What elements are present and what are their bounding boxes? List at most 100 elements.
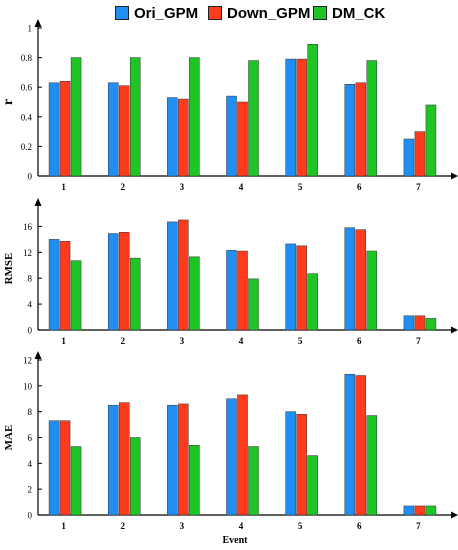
- x-tick-label: 4: [239, 336, 244, 346]
- x-tick-label: 7: [416, 521, 421, 531]
- x-tick-label: 5: [298, 521, 303, 531]
- legend-label-down-gpm: Down_GPM: [227, 4, 311, 22]
- y-tick-label: 4: [28, 459, 33, 469]
- legend-swatch-ori-gpm: [115, 6, 129, 20]
- legend-label-ori-gpm: Ori_GPM: [134, 4, 199, 22]
- bar-dm-ck-7: [425, 505, 437, 516]
- y-axis-arrow: [34, 351, 42, 359]
- bar-dm-ck-6: [366, 250, 378, 331]
- legend-label-dm-ck: DM_CK: [332, 4, 386, 22]
- y-axis-title: MAE: [3, 425, 15, 451]
- bar-dm-ck-3: [189, 445, 200, 516]
- x-tick-label: 5: [298, 336, 303, 346]
- legend-swatch-dm-ck: [313, 6, 327, 20]
- bar-ori-gpm-3: [167, 221, 178, 331]
- x-tick-label: 1: [61, 336, 66, 346]
- bar-down-gpm-2: [118, 85, 130, 177]
- bar-down-gpm-2: [118, 402, 130, 516]
- x-tick-label: 2: [120, 336, 125, 346]
- y-tick-label: 16: [23, 222, 33, 232]
- y-tick-label: 6: [28, 433, 33, 443]
- bar-ori-gpm-3: [167, 404, 178, 516]
- bar-dm-ck-4: [248, 446, 259, 516]
- legend: Ori_GPM Down_GPM DM_CK: [0, 2, 458, 24]
- legend-swatch-down-gpm: [208, 6, 222, 20]
- bar-dm-ck-2: [129, 257, 141, 331]
- bar-ori-gpm-3: [167, 97, 178, 177]
- y-tick-label: 0: [28, 326, 33, 336]
- x-tick-label: 2: [120, 182, 125, 192]
- y-tick-label: 4: [28, 300, 33, 310]
- y-tick-label: 0: [28, 511, 33, 521]
- y-axis-title: r: [1, 99, 16, 105]
- bar-ori-gpm-2: [107, 233, 119, 331]
- bar-down-gpm-6: [355, 229, 367, 331]
- bar-down-gpm-7: [414, 505, 426, 516]
- y-tick-label: 12: [23, 356, 32, 366]
- bar-down-gpm-5: [296, 245, 307, 331]
- bar-ori-gpm-7: [403, 138, 415, 177]
- bar-ori-gpm-4: [226, 398, 237, 516]
- y-axis-title: RMSE: [3, 253, 15, 285]
- bar-ori-gpm-2: [107, 82, 119, 177]
- bar-ori-gpm-1: [48, 420, 60, 516]
- x-tick-label: 7: [416, 336, 421, 346]
- x-tick-label: 5: [298, 182, 303, 192]
- x-tick-label: 4: [239, 521, 244, 531]
- x-tick-label: 7: [416, 182, 421, 192]
- x-tick-label: 3: [180, 521, 185, 531]
- bar-dm-ck-6: [366, 60, 378, 177]
- bar-dm-ck-5: [307, 44, 318, 177]
- bar-ori-gpm-7: [403, 315, 415, 331]
- y-tick-label: 10: [23, 381, 33, 391]
- bar-down-gpm-1: [59, 420, 71, 516]
- bar-down-gpm-1: [59, 241, 71, 331]
- bar-ori-gpm-4: [226, 95, 237, 177]
- legend-item-dm-ck: DM_CK: [313, 4, 385, 22]
- bar-dm-ck-1: [70, 446, 82, 516]
- bar-dm-ck-6: [366, 415, 378, 516]
- y-axis-arrow: [34, 19, 42, 27]
- bar-dm-ck-5: [307, 455, 318, 516]
- x-tick-label: 3: [180, 182, 185, 192]
- bar-ori-gpm-5: [285, 411, 296, 516]
- bar-dm-ck-1: [70, 57, 82, 177]
- x-tick-label: 6: [357, 336, 362, 346]
- x-tick-label: 1: [61, 521, 66, 531]
- bar-down-gpm-7: [414, 315, 426, 331]
- bar-ori-gpm-6: [344, 83, 356, 177]
- y-tick-label: 0.6: [21, 83, 33, 93]
- bar-down-gpm-1: [59, 81, 71, 177]
- x-tick-label: 2: [120, 521, 125, 531]
- bar-down-gpm-2: [118, 231, 130, 331]
- x-tick-label: 6: [357, 182, 362, 192]
- bar-ori-gpm-5: [285, 243, 296, 331]
- bar-dm-ck-3: [189, 57, 200, 177]
- bar-ori-gpm-1: [48, 239, 60, 331]
- x-axis-arrow: [451, 172, 458, 180]
- y-tick-label: 1: [28, 24, 33, 34]
- bar-ori-gpm-7: [403, 505, 415, 516]
- chart-panel-r: 0 0.2 0.4 0.6 0.8 1 r 1 2 3 4 5 6 7: [1, 19, 458, 192]
- y-tick-label: 2: [28, 485, 33, 495]
- bar-dm-ck-4: [248, 60, 259, 177]
- bar-down-gpm-3: [178, 219, 189, 331]
- bar-dm-ck-4: [248, 278, 259, 331]
- bar-dm-ck-2: [129, 57, 141, 177]
- y-tick-label: 0: [28, 172, 33, 182]
- x-axis-title: Event: [223, 535, 249, 546]
- bar-down-gpm-5: [296, 414, 307, 516]
- legend-item-down-gpm: Down_GPM: [208, 4, 310, 22]
- bar-down-gpm-4: [237, 394, 248, 516]
- y-tick-label: 8: [28, 407, 33, 417]
- bar-dm-ck-1: [70, 260, 82, 331]
- bar-dm-ck-3: [189, 256, 200, 331]
- bar-dm-ck-2: [129, 437, 141, 516]
- y-axis-arrow: [34, 198, 42, 206]
- bar-down-gpm-6: [355, 375, 367, 516]
- legend-item-ori-gpm: Ori_GPM: [115, 4, 198, 22]
- bar-down-gpm-6: [355, 82, 367, 177]
